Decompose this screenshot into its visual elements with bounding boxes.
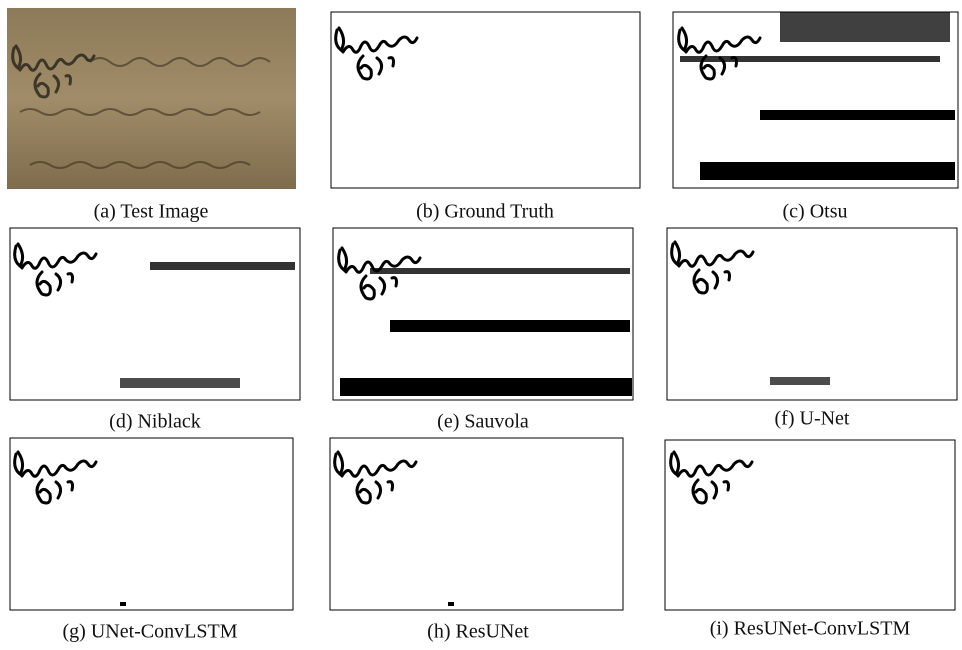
panel-c xyxy=(672,11,959,189)
caption: (h) ResUNet xyxy=(427,621,529,643)
panel-a xyxy=(7,8,296,189)
panel-b xyxy=(330,11,641,189)
caption: (a) Test Image xyxy=(94,201,209,223)
caption: (b) Ground Truth xyxy=(416,201,554,223)
caption: (e) Sauvola xyxy=(437,411,529,433)
caption: (i) ResUNet-ConvLSTM xyxy=(710,618,911,640)
panel-e xyxy=(332,227,634,401)
panel-i xyxy=(664,439,956,611)
panel-g xyxy=(9,437,294,611)
caption: (g) UNet-ConvLSTM xyxy=(63,621,238,643)
panel-d xyxy=(9,227,301,401)
caption: (c) Otsu xyxy=(783,201,848,223)
caption: (f) U-Net xyxy=(775,408,850,430)
panel-f xyxy=(666,227,958,401)
caption: (d) Niblack xyxy=(109,411,201,433)
panel-h xyxy=(329,437,624,611)
